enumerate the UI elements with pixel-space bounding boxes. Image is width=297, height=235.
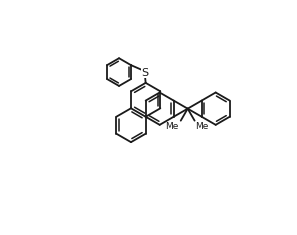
- Text: Me: Me: [195, 122, 209, 131]
- Text: Me: Me: [165, 122, 178, 131]
- Text: S: S: [141, 68, 148, 78]
